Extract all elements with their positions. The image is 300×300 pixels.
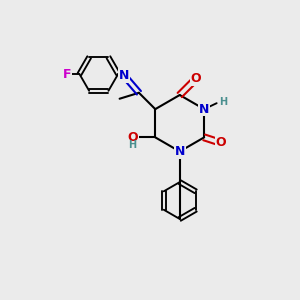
Text: N: N <box>199 103 209 116</box>
Text: N: N <box>175 145 185 158</box>
Text: H: H <box>128 140 136 150</box>
Text: O: O <box>191 72 201 85</box>
Text: F: F <box>63 68 71 81</box>
Text: O: O <box>128 131 138 144</box>
Text: H: H <box>219 97 227 107</box>
Text: O: O <box>215 136 226 149</box>
Text: N: N <box>119 69 129 82</box>
